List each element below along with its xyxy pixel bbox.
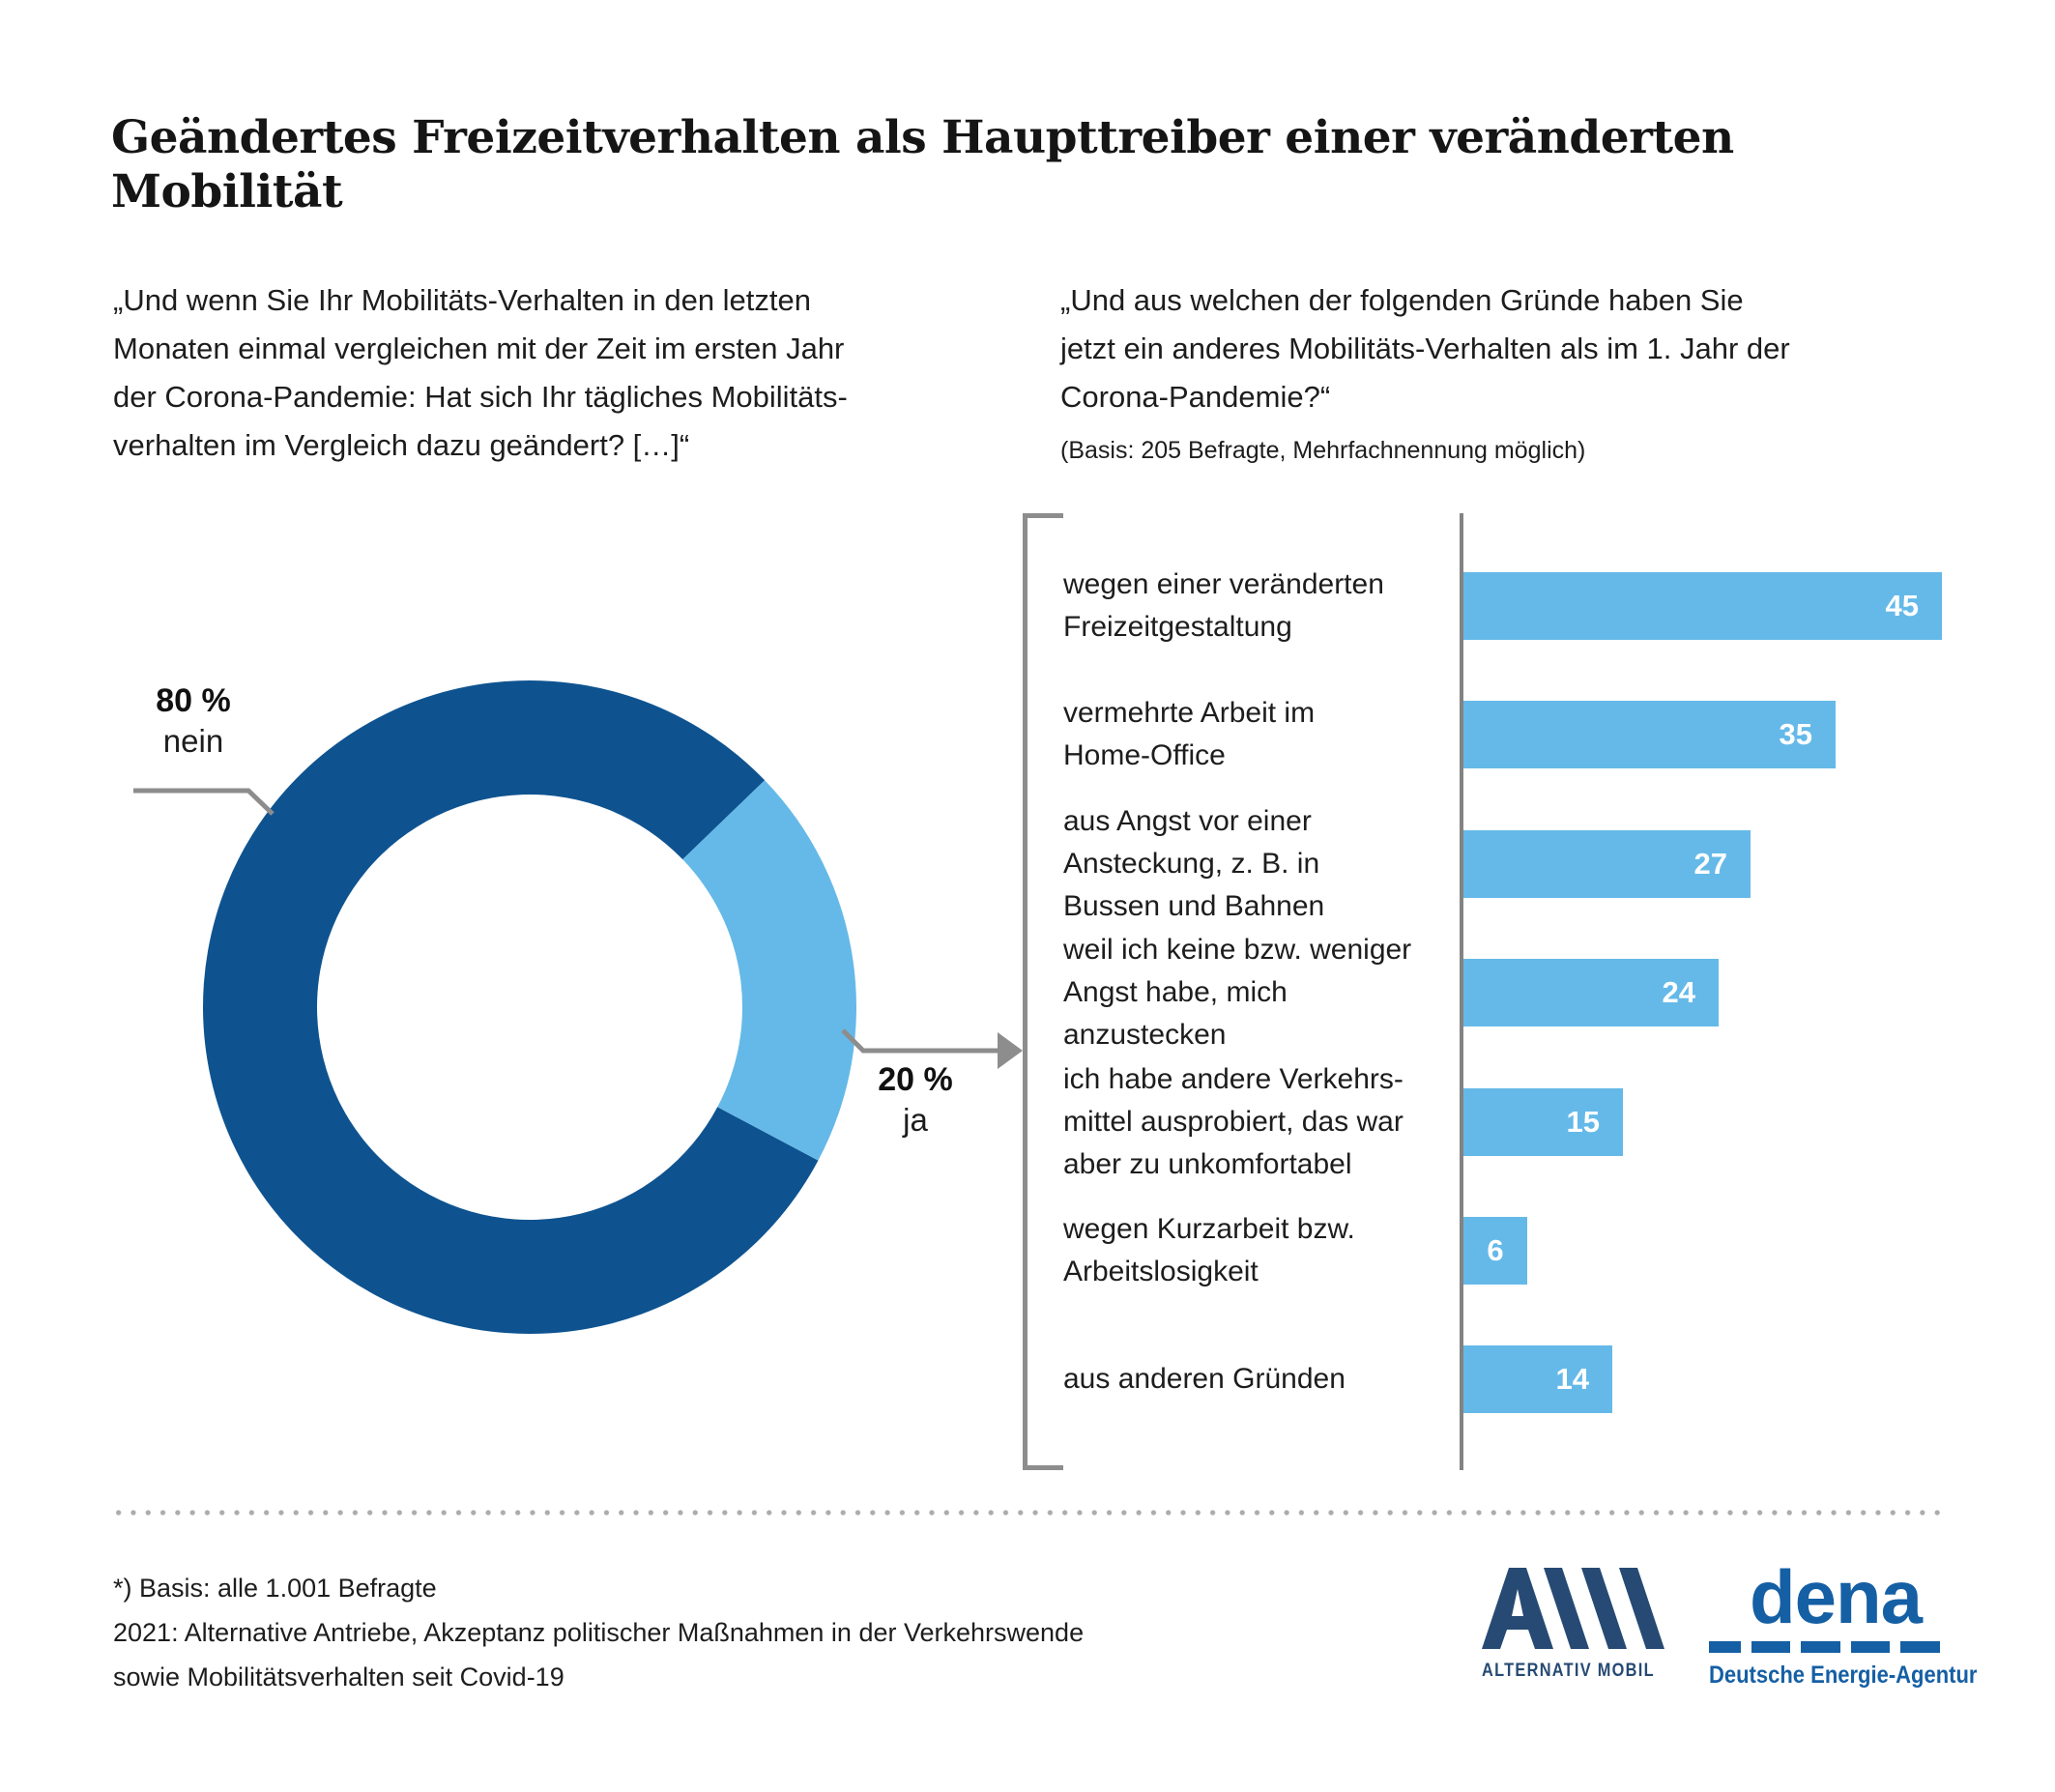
donut-chart xyxy=(203,680,857,1335)
dena-logo-wordmark: dena xyxy=(1750,1554,1923,1639)
bar: 15 xyxy=(1463,1087,1623,1156)
bar-category-label: ich habe andere Verkehrs- mittel ausprob… xyxy=(1063,1062,1404,1180)
bar: 14 xyxy=(1463,1345,1612,1414)
bar: 27 xyxy=(1463,829,1751,898)
dotted-divider xyxy=(111,1509,1948,1517)
donut-label-ja: 20 % ja xyxy=(828,1061,1002,1142)
bracket-line xyxy=(1023,513,1028,1470)
bar-category-label: aus Angst vor einer Ansteckung, z. B. in… xyxy=(1063,804,1325,922)
bar-value-label: 14 xyxy=(1555,1362,1589,1397)
donut-slice-ja xyxy=(682,780,857,1161)
donut-name-nein: nein xyxy=(162,723,224,759)
bar: 35 xyxy=(1463,701,1836,769)
bar-value-label: 27 xyxy=(1693,846,1727,881)
bar-value-label: 35 xyxy=(1779,717,1812,752)
bar-category-label: wegen Kurzarbeit bzw. Arbeitslosigkeit xyxy=(1063,1213,1355,1287)
donut-value-ja: 20 % xyxy=(878,1061,953,1098)
bar-category-label: wegen einer veränderten Freizeitgestaltu… xyxy=(1063,568,1384,643)
dena-logo-caption: Deutsche Energie-Agentur xyxy=(1709,1662,1978,1689)
donut-value-nein: 80 % xyxy=(156,682,231,719)
donut-name-ja: ja xyxy=(903,1102,928,1138)
donut-label-nein: 80 % nein xyxy=(106,682,280,763)
page-title: Geändertes Freizeitverhalten als Haupttr… xyxy=(111,111,1734,219)
bar-value-label: 24 xyxy=(1662,975,1695,1010)
alternativ-mobil-logo: ALTERNATIV MOBIL xyxy=(1482,1568,1675,1682)
dena-logo: dena Deutsche Energie-Agentur xyxy=(1709,1554,1978,1690)
bar: 24 xyxy=(1463,959,1719,1027)
bracket-cap-top xyxy=(1023,513,1063,518)
bracket-cap-bottom xyxy=(1023,1465,1063,1470)
basis-note: (Basis: 205 Befragte, Mehrfachnennung mö… xyxy=(1060,437,1586,464)
bar: 6 xyxy=(1463,1217,1527,1285)
question-left: „Und wenn Sie Ihr Mobilitäts-Verhalten i… xyxy=(113,283,848,462)
donut-slice-nein xyxy=(203,680,819,1335)
alternativ-mobil-logo-caption: ALTERNATIV MOBIL xyxy=(1482,1661,1655,1681)
bar-value-label: 6 xyxy=(1487,1233,1504,1267)
footer-source-text: *) Basis: alle 1.001 Befragte 2021: Alte… xyxy=(113,1574,1085,1691)
bar-value-label: 15 xyxy=(1566,1104,1600,1139)
bar-value-label: 45 xyxy=(1885,589,1919,622)
bar-axis-line xyxy=(1460,513,1463,1470)
bar-category-label: vermehrte Arbeit im Home-Office xyxy=(1063,697,1316,772)
question-right: „Und aus welchen der folgenden Gründe ha… xyxy=(1060,283,1790,414)
bar: 45 xyxy=(1463,572,1942,640)
bar-category-label: weil ich keine bzw. weniger Angst habe, … xyxy=(1063,934,1412,1052)
dena-logo-dashes-icon xyxy=(1709,1641,1951,1653)
alternativ-mobil-logo-mark-icon xyxy=(1482,1568,1664,1649)
bar-category-label: aus anderen Gründen xyxy=(1063,1363,1346,1396)
